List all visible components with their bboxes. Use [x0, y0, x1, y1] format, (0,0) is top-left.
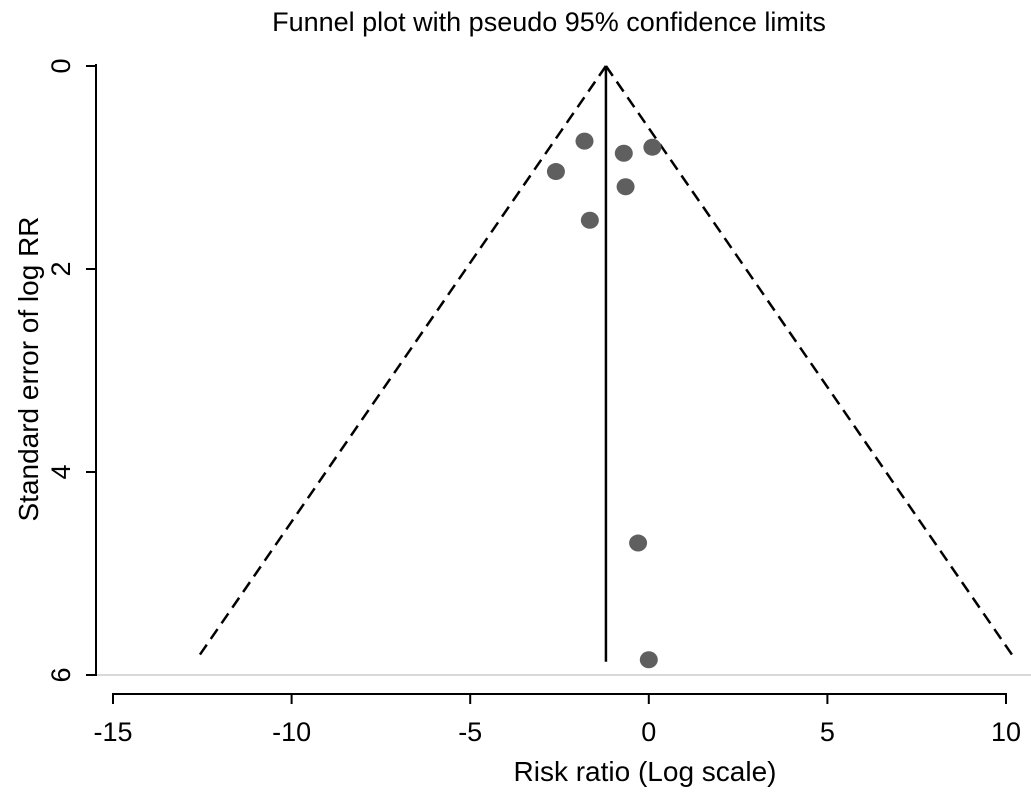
lower-confidence-limit	[195, 65, 607, 661]
y-tick-label: 2	[46, 261, 76, 276]
study-point	[616, 178, 635, 196]
x-tick-label: -15	[93, 717, 132, 747]
x-tick-label: 10	[991, 717, 1021, 747]
plot-area	[96, 65, 1031, 676]
study-point	[614, 144, 633, 162]
x-tick-label: -10	[272, 717, 311, 747]
x-tick-label: 5	[820, 717, 835, 747]
study-point	[580, 211, 599, 229]
axes: -15 -10 -5 0 5 10 0 2 4 6	[46, 58, 1021, 747]
study-point	[643, 138, 662, 156]
upper-confidence-limit	[604, 65, 1017, 661]
study-point	[629, 534, 648, 552]
y-axis-title: Standard error of log RR	[13, 216, 44, 521]
x-axis-title: Risk ratio (Log scale)	[514, 756, 777, 787]
chart-title: Funnel plot with pseudo 95% confidence l…	[272, 7, 826, 37]
study-point	[546, 163, 565, 181]
y-tick-label: 4	[46, 464, 76, 479]
y-tick-label: 6	[46, 667, 76, 682]
x-tick-label: -5	[458, 717, 482, 747]
y-tick-label: 0	[46, 58, 76, 73]
x-tick-label: 0	[641, 717, 656, 747]
study-point	[575, 132, 594, 150]
study-point	[639, 651, 658, 669]
